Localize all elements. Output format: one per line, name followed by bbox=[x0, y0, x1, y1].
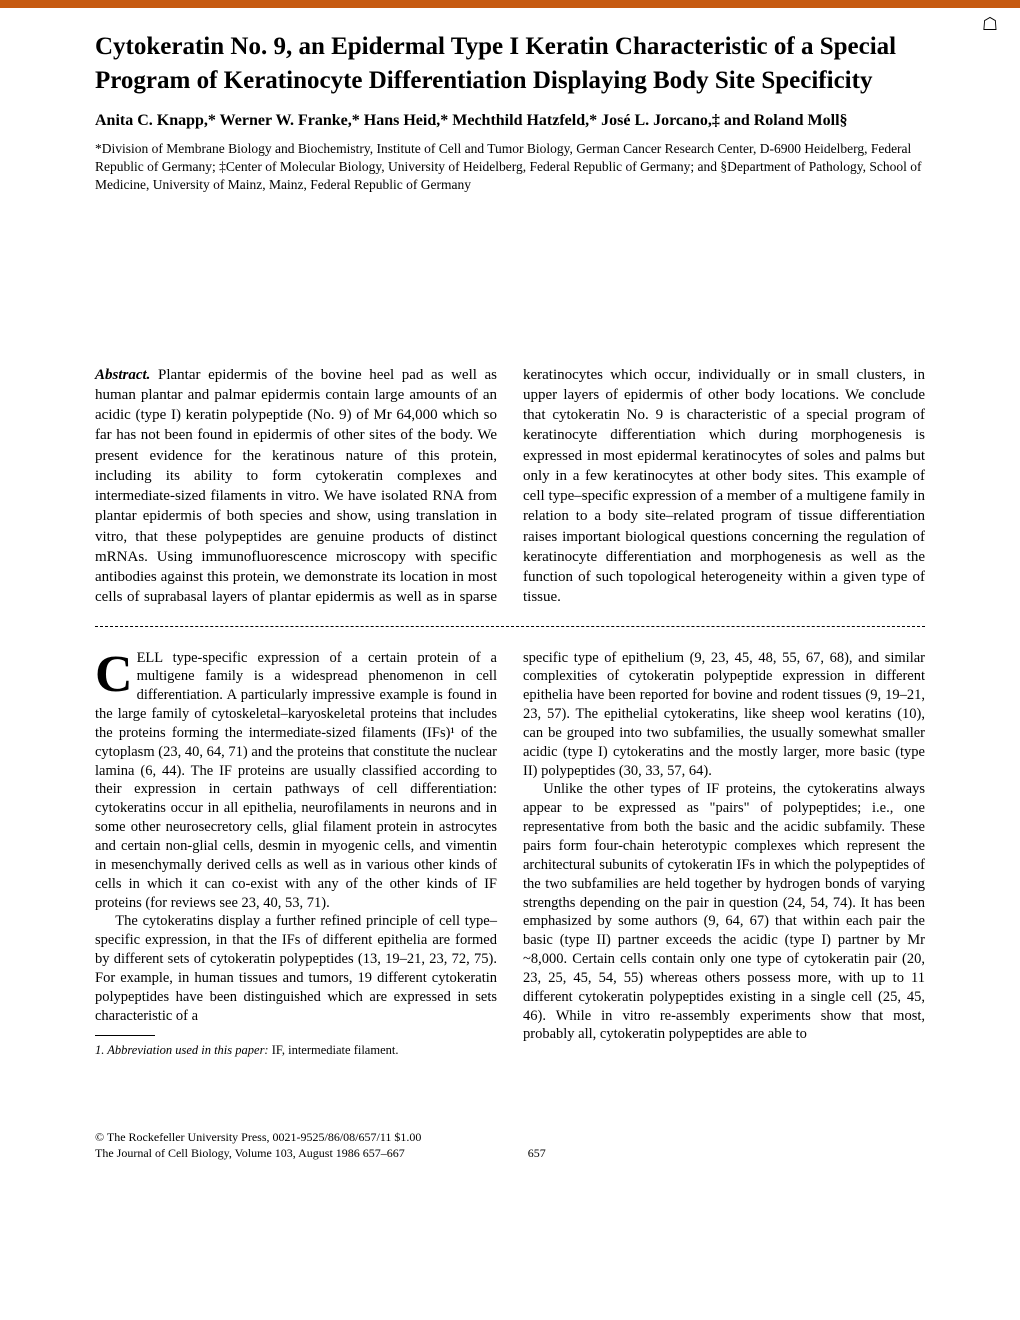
copyright-line: © The Rockefeller University Press, 0021… bbox=[95, 1129, 925, 1145]
body-p1-text: ELL type-specific expression of a certai… bbox=[95, 650, 497, 911]
page-content: Cytokeratin No. 9, an Epidermal Type I K… bbox=[0, 8, 1020, 1191]
abstract-block: Abstract. Plantar epidermis of the bovin… bbox=[95, 365, 925, 608]
journal-line: The Journal of Cell Biology, Volume 103,… bbox=[95, 1145, 925, 1161]
section-divider bbox=[95, 626, 925, 627]
footnote-text: IF, intermediate filament. bbox=[269, 1043, 399, 1057]
abstract-label: Abstract. bbox=[95, 367, 150, 383]
footnote: 1. Abbreviation used in this paper: IF, … bbox=[95, 1042, 497, 1058]
body-paragraph-3: specific type of epithelium (9, 23, 45, … bbox=[523, 649, 925, 781]
page-number: 657 bbox=[528, 1145, 546, 1161]
abstract-text: Plantar epidermis of the bovine heel pad… bbox=[95, 367, 925, 606]
article-title: Cytokeratin No. 9, an Epidermal Type I K… bbox=[95, 30, 925, 98]
page-footer: © The Rockefeller University Press, 0021… bbox=[95, 1129, 925, 1161]
decorative-icon: ☖ bbox=[982, 14, 998, 35]
body-columns: CELL type-specific expression of a certa… bbox=[95, 649, 925, 1059]
body-paragraph-1: CELL type-specific expression of a certa… bbox=[95, 649, 497, 913]
footnote-label: 1. Abbreviation used in this paper: bbox=[95, 1043, 269, 1057]
body-paragraph-2: The cytokeratins display a further refin… bbox=[95, 912, 497, 1025]
affiliations: *Division of Membrane Biology and Bioche… bbox=[95, 140, 925, 195]
dropcap: C bbox=[95, 649, 137, 697]
authors: Anita C. Knapp,* Werner W. Franke,* Hans… bbox=[95, 110, 925, 132]
footnote-rule bbox=[95, 1035, 155, 1036]
body-paragraph-4: Unlike the other types of IF proteins, t… bbox=[523, 780, 925, 1044]
header-bar bbox=[0, 0, 1020, 8]
journal-text: The Journal of Cell Biology, Volume 103,… bbox=[95, 1146, 405, 1160]
